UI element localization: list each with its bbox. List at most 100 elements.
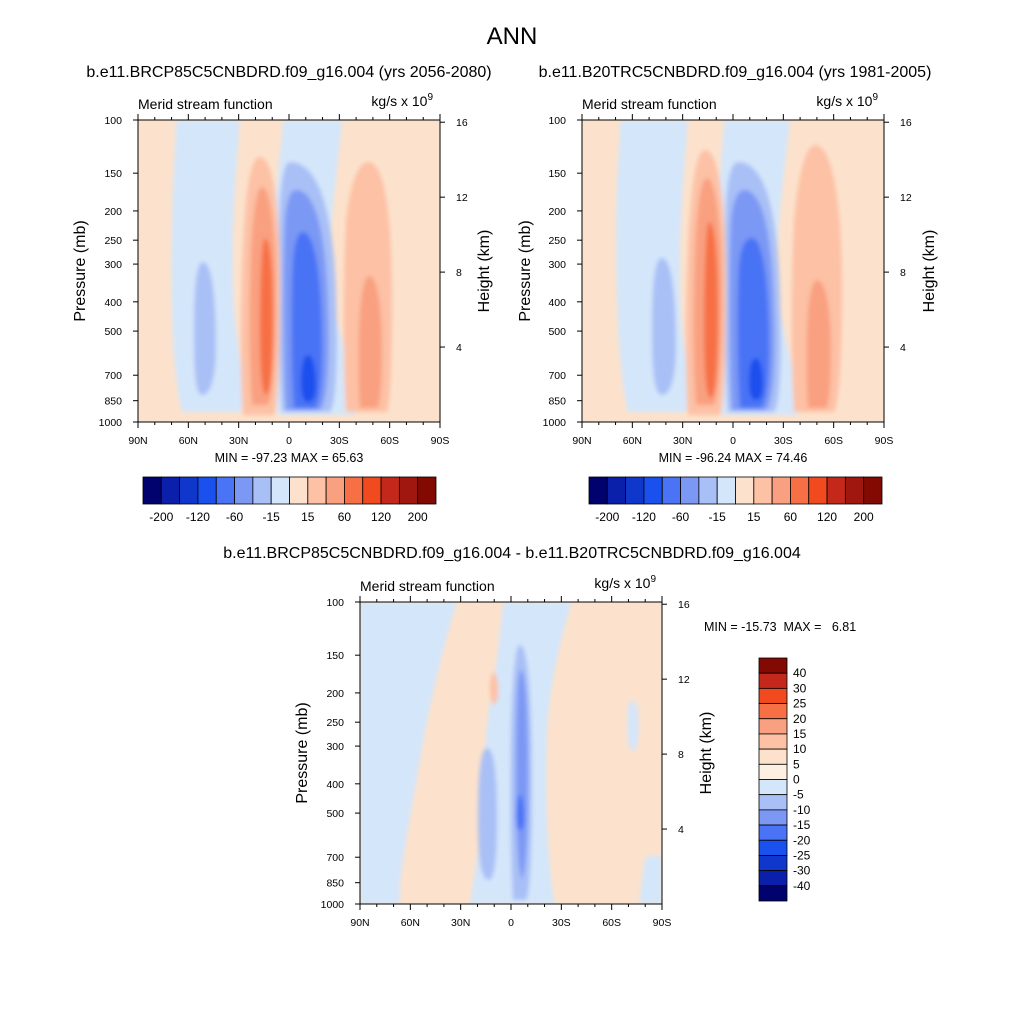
pressure-tick-label: 100 <box>548 115 566 127</box>
pressure-tick-label: 500 <box>326 808 344 820</box>
height-tick-label: 4 <box>900 342 906 354</box>
pressure-tick-label: 250 <box>104 235 122 247</box>
panel-a-subtitle: Merid stream function <box>138 96 273 112</box>
colorbar-swatch <box>197 476 217 505</box>
colorbar-swatch <box>252 476 272 505</box>
panel-b-nh-negative-cell <box>616 120 689 412</box>
colorbar-swatch <box>362 476 382 505</box>
pressure-tick-label: 1000 <box>543 417 567 429</box>
pressure-tick-label: 150 <box>548 168 566 180</box>
panel-c-nh-negative-band <box>360 602 457 904</box>
colorbar-swatch <box>758 809 788 826</box>
colorbar-label: 30 <box>793 681 807 695</box>
colorbar-swatch <box>325 476 345 505</box>
latitude-tick-label: 90S <box>653 917 672 929</box>
pressure-tick-label: 700 <box>548 370 566 382</box>
panel-a-units: kg/s x 109 <box>371 92 433 109</box>
panel-c-subtitle: Merid stream function <box>360 578 495 594</box>
colorbar-swatch <box>863 476 883 505</box>
pressure-tick-label: 100 <box>326 597 344 609</box>
panel-c-sh-surface-patch <box>640 856 662 904</box>
pressure-tick-label: 150 <box>326 650 344 662</box>
panel-a-main-negative-ring3 <box>291 232 323 408</box>
height-tick-label: 16 <box>456 117 468 129</box>
colorbar-label: -5 <box>793 788 804 802</box>
diff-title: b.e11.BRCP85C5CNBDRD.f09_g16.004 - b.e11… <box>223 545 801 562</box>
colorbar-label: -200 <box>595 510 619 524</box>
panel-c-eq-minus15-core <box>516 795 524 830</box>
colorbar-label: -15 <box>709 510 727 524</box>
colorbar-swatch <box>698 476 718 505</box>
colorbar-swatch <box>758 657 788 674</box>
panel-b-sh-positive-core <box>806 280 831 408</box>
height-tick-label: 4 <box>678 824 684 836</box>
panel-c-nh-minus5-cell <box>478 748 497 880</box>
colorbar-swatch <box>758 718 788 735</box>
colorbar-label: 15 <box>793 727 807 741</box>
latitude-tick-label: 90N <box>572 435 591 447</box>
height-tick-label: 16 <box>678 599 690 611</box>
pressure-tick-label: 850 <box>548 396 566 408</box>
colorbar-label: 0 <box>793 773 800 787</box>
colorbar-label: 15 <box>747 510 761 524</box>
panel-b-y-axis-label: Pressure (mb) <box>517 220 534 321</box>
panel-c-eq-minus10-column <box>516 670 528 880</box>
panel-a: 100150200250300400500700850100048121690N… <box>72 92 493 524</box>
colorbar-label: 5 <box>793 757 800 771</box>
colorbar-swatch <box>270 476 290 505</box>
panel-c-stats: MIN = -15.73 MAX = 6.81 <box>704 620 856 634</box>
colorbar-label: -25 <box>793 848 811 862</box>
colorbar-swatch <box>643 476 663 505</box>
colorbar-swatch <box>758 855 788 872</box>
latitude-tick-label: 90N <box>350 917 369 929</box>
pressure-tick-label: 300 <box>548 259 566 271</box>
pressure-tick-label: 300 <box>326 741 344 753</box>
pressure-tick-label: 200 <box>548 206 566 218</box>
pressure-tick-label: 1000 <box>321 899 345 911</box>
colorbar-swatch <box>753 476 773 505</box>
panel-b-nh-negative-core <box>652 258 676 395</box>
height-tick-label: 8 <box>456 267 462 279</box>
colorbar-label: -30 <box>793 864 811 878</box>
colorbar-swatch <box>179 476 199 505</box>
pressure-tick-label: 500 <box>104 326 122 338</box>
colorbar-label: -20 <box>793 833 811 847</box>
latitude-tick-label: 60N <box>179 435 198 447</box>
colorbar-swatch <box>826 476 846 505</box>
colorbar-swatch <box>790 476 810 505</box>
colorbar-label: -200 <box>149 510 173 524</box>
pressure-tick-label: 400 <box>104 297 122 309</box>
latitude-tick-label: 60N <box>401 917 420 929</box>
colorbar-swatch <box>661 476 681 505</box>
panel-c-height-axis-label: Height (km) <box>698 712 715 795</box>
latitude-tick-label: 60S <box>380 435 399 447</box>
pressure-tick-label: 700 <box>104 370 122 382</box>
pressure-tick-label: 200 <box>104 206 122 218</box>
panel-a-height-axis-label: Height (km) <box>476 230 493 313</box>
colorbar-swatch <box>758 794 788 811</box>
latitude-tick-label: 0 <box>508 917 514 929</box>
colorbar-label: 120 <box>371 510 391 524</box>
colorbar-swatch <box>758 870 788 887</box>
panel-c-nh-positive-spot <box>489 672 499 705</box>
height-tick-label: 8 <box>900 267 906 279</box>
colorbar-swatch <box>758 733 788 750</box>
latitude-tick-label: 60S <box>824 435 843 447</box>
latitude-tick-label: 90S <box>431 435 450 447</box>
panel-a-main-negative-core <box>301 355 316 402</box>
colorbar-label: 15 <box>301 510 315 524</box>
colorbar-swatch <box>758 703 788 720</box>
colorbar-swatch <box>758 824 788 841</box>
colorbar-label: 10 <box>793 742 807 756</box>
colorbar-label: 120 <box>817 510 837 524</box>
latitude-tick-label: 30N <box>673 435 692 447</box>
colorbar-label: -60 <box>672 510 690 524</box>
pressure-tick-label: 700 <box>326 852 344 864</box>
latitude-tick-label: 90N <box>128 435 147 447</box>
height-tick-label: 12 <box>900 192 912 204</box>
colorbar-label: -60 <box>226 510 244 524</box>
colorbar-swatch <box>758 779 788 796</box>
colorbar-swatch <box>758 687 788 704</box>
latitude-tick-label: 60N <box>623 435 642 447</box>
